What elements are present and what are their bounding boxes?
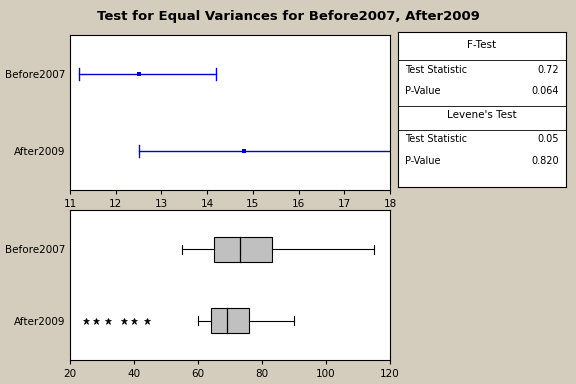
Text: Test for Equal Variances for Before2007, After2009: Test for Equal Variances for Before2007,… (97, 10, 479, 23)
Text: P-Value: P-Value (405, 86, 440, 96)
X-axis label: 95% Bonferroni Confidence Intervals for StDevs: 95% Bonferroni Confidence Intervals for … (105, 215, 355, 225)
Text: P-Value: P-Value (405, 156, 440, 166)
Text: Test Statistic: Test Statistic (405, 134, 467, 144)
Text: Levene's Test: Levene's Test (447, 109, 517, 119)
Text: F-Test: F-Test (468, 40, 497, 50)
Text: 0.72: 0.72 (537, 65, 559, 74)
Text: 0.820: 0.820 (532, 156, 559, 166)
Text: 0.05: 0.05 (538, 134, 559, 144)
Text: 0.064: 0.064 (532, 86, 559, 96)
Text: Test Statistic: Test Statistic (405, 65, 467, 74)
Bar (214, 237, 272, 262)
Bar (211, 308, 249, 333)
